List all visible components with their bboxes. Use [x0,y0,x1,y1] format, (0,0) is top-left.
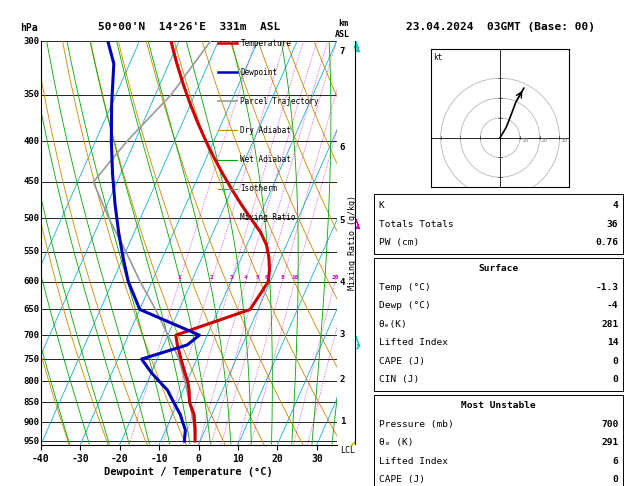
Text: 500: 500 [23,214,40,223]
Text: © weatheronline.co.uk: © weatheronline.co.uk [443,472,557,481]
Text: 650: 650 [23,305,40,314]
Text: 850: 850 [23,398,40,407]
Text: 36: 36 [607,220,618,228]
Text: 5: 5 [340,216,345,225]
Text: 400: 400 [23,137,40,146]
Text: Mixing Ratio: Mixing Ratio [240,213,296,222]
Text: 50°00'N  14°26'E  331m  ASL: 50°00'N 14°26'E 331m ASL [97,21,280,32]
Text: 300: 300 [23,37,40,46]
Text: 0: 0 [613,475,618,484]
Text: 4: 4 [613,201,618,210]
Text: 20: 20 [540,138,548,142]
Text: 2: 2 [340,375,345,384]
Text: 14: 14 [607,338,618,347]
Text: 6: 6 [340,143,345,153]
Text: 291: 291 [601,438,618,447]
Text: kt: kt [433,52,442,62]
Text: 0.76: 0.76 [595,238,618,247]
Text: 4: 4 [340,278,345,287]
Text: 20: 20 [331,275,339,280]
Text: 281: 281 [601,320,618,329]
Text: 350: 350 [23,90,40,99]
Text: -1.3: -1.3 [595,283,618,292]
Text: Temperature: Temperature [240,39,291,48]
Text: Lifted Index: Lifted Index [379,338,448,347]
Text: 800: 800 [23,377,40,386]
Text: 3: 3 [229,275,233,280]
Text: Parcel Trajectory: Parcel Trajectory [240,97,319,106]
Text: 10: 10 [291,275,299,280]
X-axis label: Dewpoint / Temperature (°C): Dewpoint / Temperature (°C) [104,467,273,477]
Text: 3: 3 [340,330,345,339]
Text: Mixing Ratio (g/kg): Mixing Ratio (g/kg) [348,195,357,291]
Text: 750: 750 [23,355,40,364]
Text: 23.04.2024  03GMT (Base: 00): 23.04.2024 03GMT (Base: 00) [406,21,594,32]
Text: Lifted Index: Lifted Index [379,457,448,466]
Text: Totals Totals: Totals Totals [379,220,454,228]
Text: 700: 700 [601,420,618,429]
Text: 0: 0 [613,357,618,365]
Text: 1: 1 [177,275,181,280]
Text: CAPE (J): CAPE (J) [379,357,425,365]
Text: 10: 10 [521,138,528,142]
Text: K: K [379,201,384,210]
Text: 600: 600 [23,277,40,286]
Text: Dry Adiabat: Dry Adiabat [240,126,291,135]
Text: 2: 2 [209,275,213,280]
Text: 900: 900 [23,418,40,427]
Text: Dewpoint: Dewpoint [240,68,277,77]
Text: 950: 950 [23,436,40,446]
Text: CIN (J): CIN (J) [379,375,419,384]
Text: Pressure (mb): Pressure (mb) [379,420,454,429]
Text: 0: 0 [613,375,618,384]
Text: km
ASL: km ASL [335,19,350,39]
Text: Dewp (°C): Dewp (°C) [379,301,430,310]
Text: hPa: hPa [20,23,38,33]
Text: CAPE (J): CAPE (J) [379,475,425,484]
Text: 6: 6 [613,457,618,466]
Text: Surface: Surface [479,264,518,273]
Text: θₑ (K): θₑ (K) [379,438,413,447]
Text: 1: 1 [340,417,345,426]
Text: 6: 6 [265,275,269,280]
Text: Most Unstable: Most Unstable [461,401,536,410]
Text: 7: 7 [340,47,345,56]
Text: 5: 5 [255,275,259,280]
Text: 450: 450 [23,177,40,187]
Text: 550: 550 [23,247,40,256]
Text: -4: -4 [607,301,618,310]
Text: θₑ(K): θₑ(K) [379,320,408,329]
Text: PW (cm): PW (cm) [379,238,419,247]
Text: 8: 8 [281,275,284,280]
Text: LCL: LCL [340,446,355,455]
Text: 30: 30 [560,138,568,142]
Text: 4: 4 [243,275,247,280]
Text: 700: 700 [23,330,40,340]
Text: Wet Adiabat: Wet Adiabat [240,155,291,164]
Text: Isotherm: Isotherm [240,184,277,193]
Text: Temp (°C): Temp (°C) [379,283,430,292]
